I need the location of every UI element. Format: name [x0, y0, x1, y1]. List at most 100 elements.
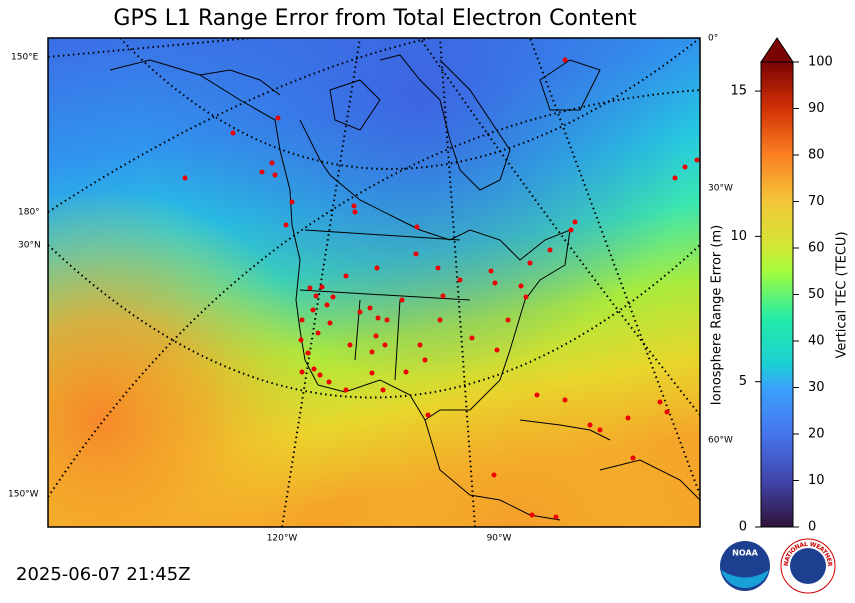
- station: [562, 57, 568, 63]
- station: [491, 472, 497, 478]
- station: [347, 342, 353, 348]
- colorbar-tick-label: 50: [808, 287, 825, 302]
- graticule-label: 150°W: [8, 490, 39, 500]
- colorbar-axis: 0 10 20 30 40 50 60 70 80 90 100 0 5 10 15: [730, 55, 832, 535]
- colorbar-extend: [760, 37, 794, 63]
- station: [259, 169, 265, 175]
- station: [230, 130, 236, 136]
- station: [311, 366, 317, 372]
- graticule-label: 0°: [708, 34, 718, 44]
- station: [357, 309, 363, 315]
- station: [182, 175, 188, 181]
- station: [494, 347, 500, 353]
- station: [587, 422, 593, 428]
- station: [319, 284, 325, 290]
- station: [330, 294, 336, 300]
- station: [374, 265, 380, 271]
- station: [553, 514, 559, 520]
- station: [469, 335, 475, 341]
- station: [505, 317, 511, 323]
- station: [384, 317, 390, 323]
- station: [313, 293, 319, 299]
- station: [492, 280, 498, 286]
- noaa-logo: NOAA: [720, 541, 770, 591]
- station: [305, 350, 311, 356]
- station: [310, 307, 316, 313]
- station: [382, 342, 388, 348]
- station: [317, 372, 323, 378]
- colorbar-tick-label: 60: [808, 241, 825, 256]
- graticule: [48, 38, 700, 527]
- station: [299, 369, 305, 375]
- colorbar-tick-label: 10: [808, 473, 825, 488]
- graticule-label: 120°W: [267, 534, 298, 544]
- range-tick-label: 0: [739, 520, 747, 535]
- station: [283, 222, 289, 228]
- station: [367, 305, 373, 311]
- graticule-labels: 150°E 180° 30°N 150°W 120°W 90°W 0° 30°W 60°W: [8, 34, 733, 544]
- graticule-label: 60°W: [708, 436, 733, 446]
- station: [327, 320, 333, 326]
- station: [672, 175, 678, 181]
- colorbar-tick-label: 80: [808, 148, 825, 163]
- station: [625, 415, 631, 421]
- map: [48, 38, 700, 527]
- station: [572, 219, 578, 225]
- colorbar: [761, 62, 793, 527]
- station: [269, 160, 275, 166]
- station: [534, 392, 540, 398]
- station: [289, 199, 295, 205]
- station: [315, 330, 321, 336]
- colorbar-label: Vertical TEC (TECU): [835, 231, 850, 358]
- station: [298, 337, 304, 343]
- colorbar-tick-label: 20: [808, 427, 825, 442]
- station: [403, 369, 409, 375]
- station: [380, 387, 386, 393]
- station: [547, 247, 553, 253]
- title: GPS L1 Range Error from Total Electron C…: [113, 6, 637, 31]
- station: [343, 273, 349, 279]
- station: [375, 315, 381, 321]
- station: [568, 227, 574, 233]
- station: [343, 387, 349, 393]
- station: [518, 283, 524, 289]
- map-frame: [47, 37, 701, 528]
- station: [422, 357, 428, 363]
- colorbar-tick-label: 40: [808, 334, 825, 349]
- station: [435, 265, 441, 271]
- station: [597, 427, 603, 433]
- station: [488, 268, 494, 274]
- range-axis-label: Ionosphere Range Error (m): [710, 225, 725, 405]
- station: [694, 157, 700, 163]
- graticule-label: 30°N: [18, 241, 41, 251]
- station: [413, 251, 419, 257]
- station: [417, 342, 423, 348]
- station: [425, 412, 431, 418]
- station: [527, 260, 533, 266]
- station: [324, 302, 330, 308]
- station: [352, 209, 358, 215]
- range-tick-label: 5: [739, 374, 747, 389]
- tec-field-high: [48, 38, 700, 527]
- station: [440, 293, 446, 299]
- station: [369, 349, 375, 355]
- station: [351, 203, 357, 209]
- colorbar-tick-label: 100: [808, 55, 833, 70]
- graticule-label: 90°W: [487, 534, 512, 544]
- station: [414, 224, 420, 230]
- station: [326, 379, 332, 385]
- noaa-text: NOAA: [732, 549, 758, 558]
- range-tick-label: 15: [730, 84, 747, 99]
- station: [272, 172, 278, 178]
- station: [529, 512, 535, 518]
- station: [399, 297, 405, 303]
- colorbar-tick-label: 90: [808, 101, 825, 116]
- graticule-label: 30°W: [708, 184, 733, 194]
- stations: [182, 57, 700, 520]
- range-tick-label: 10: [730, 229, 747, 244]
- colorbar-tick-label: 0: [808, 520, 816, 535]
- station: [630, 455, 636, 461]
- station: [299, 317, 305, 323]
